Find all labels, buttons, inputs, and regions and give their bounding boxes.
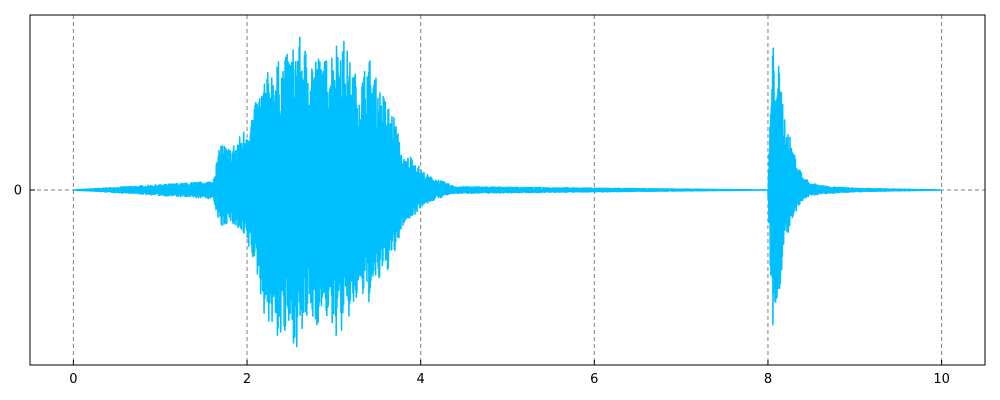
x-tick-label: 8 [764, 372, 772, 387]
x-tick-label: 2 [243, 372, 251, 387]
axis-ticks: 0 2 4 6 8 10 0 [14, 184, 950, 388]
x-tick-label: 4 [417, 372, 425, 387]
x-tick-label: 0 [69, 372, 77, 387]
x-tick-label: 6 [590, 372, 598, 387]
x-tick-label: 10 [933, 372, 950, 387]
waveform-series [72, 36, 943, 348]
y-tick-label: 0 [14, 184, 22, 199]
waveform-line [72, 36, 943, 348]
